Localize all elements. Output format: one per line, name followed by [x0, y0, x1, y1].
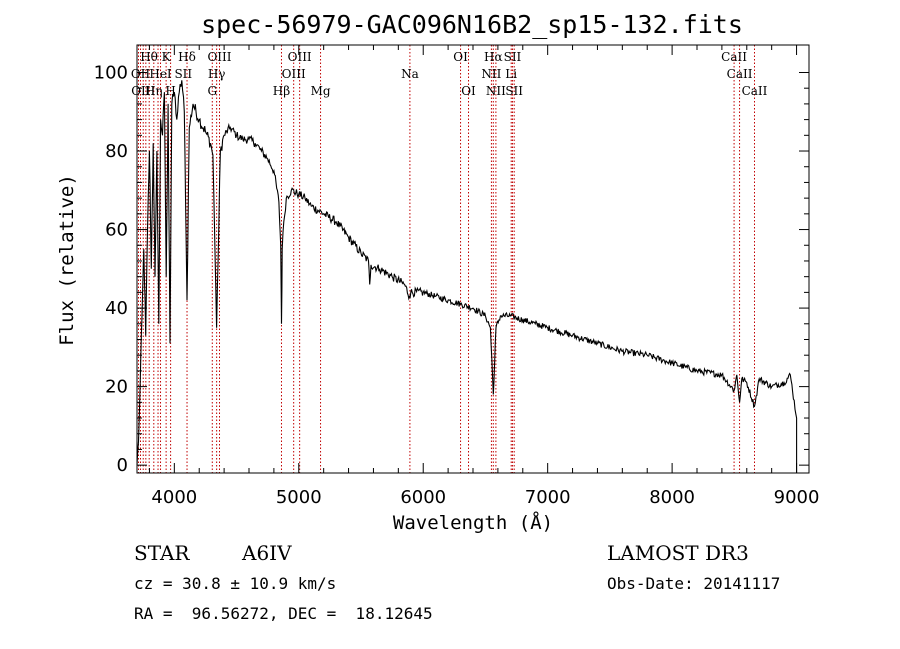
- axis-tick-labels: 4000 5000 6000 7000 8000 9000 0 20 40 60 80 100: [94, 62, 820, 508]
- survey-name: LAMOST DR3: [607, 541, 749, 565]
- plot-frame: [136, 44, 810, 474]
- y-tick-label: 40: [105, 298, 128, 319]
- line-label-19: Hη: [145, 84, 163, 98]
- line-label-13: OIII: [282, 67, 306, 81]
- x-tick-label: 4000: [151, 487, 197, 508]
- x-tick-label: 5000: [276, 487, 322, 508]
- line-label-3: OIII: [207, 50, 231, 64]
- y-tick-label: 80: [105, 141, 128, 162]
- y-tick-label: 60: [105, 220, 128, 241]
- line-label-27: CaII: [742, 84, 768, 98]
- coordinates: RA = 96.56272, DEC = 18.12645: [134, 604, 433, 623]
- y-tick-label: 100: [94, 62, 128, 83]
- line-label-2: Hδ: [178, 50, 196, 64]
- line-label-15: NII: [481, 67, 501, 81]
- line-label-22: Hβ: [273, 84, 290, 98]
- line-marker-group: [137, 45, 755, 473]
- chart-title: spec-56979-GAC096N16B2_sp15-132.fits: [201, 10, 743, 39]
- object-class: STAR: [134, 541, 190, 565]
- line-label-16: Li: [505, 67, 517, 81]
- line-label-23: Mg: [311, 84, 331, 98]
- line-label-25: NII: [486, 84, 506, 98]
- x-axis-label: Wavelength (Å): [393, 511, 553, 534]
- line-label-6: Hα: [484, 50, 503, 64]
- x-tick-label: 9000: [774, 487, 820, 508]
- spectrum-line: [136, 80, 798, 473]
- line-label-20: H: [165, 84, 175, 98]
- axis-ticks: [137, 45, 809, 473]
- line-label-10: HeI: [149, 67, 172, 81]
- obs-date: Obs-Date: 20141117: [607, 574, 780, 593]
- line-label-12: Hγ: [208, 67, 226, 81]
- x-tick-label: 8000: [649, 487, 695, 508]
- line-label-14: Na: [401, 67, 419, 81]
- redshift-readout: cz = 30.8 ± 10.9 km/s: [134, 574, 336, 593]
- object-subclass: A6IV: [241, 541, 292, 565]
- line-label-5: OI: [453, 50, 468, 64]
- line-label-24: OI: [461, 84, 476, 98]
- line-label-1: K: [162, 50, 172, 64]
- y-tick-label: 20: [105, 377, 128, 398]
- line-label-17: CaII: [727, 67, 753, 81]
- y-axis-label: Flux (relative): [56, 174, 78, 346]
- line-label-21: G: [207, 84, 217, 98]
- line-label-26: SII: [505, 84, 523, 98]
- line-label-7: SII: [504, 50, 522, 64]
- line-label-9: OII: [131, 67, 151, 81]
- y-tick-label: 0: [117, 455, 128, 476]
- x-tick-label: 7000: [525, 487, 571, 508]
- line-label-8: CaII: [721, 50, 747, 64]
- x-tick-label: 6000: [400, 487, 446, 508]
- line-label-11: SII: [174, 67, 192, 81]
- line-label-0: Hθ: [140, 50, 158, 64]
- line-label-4: OIII: [288, 50, 312, 64]
